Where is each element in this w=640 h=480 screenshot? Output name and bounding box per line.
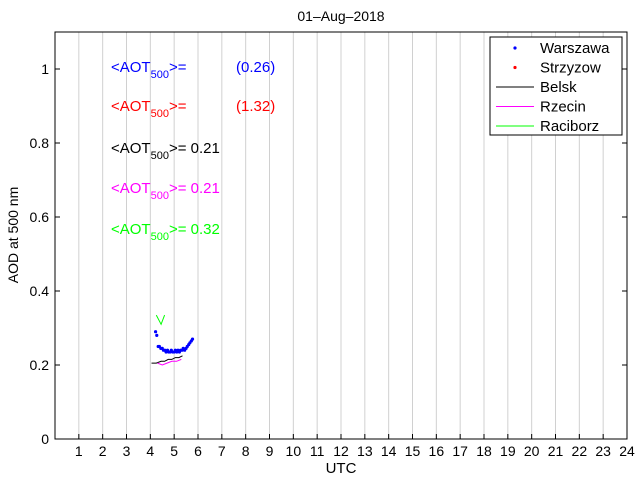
x-axis-ticks: 1 2 3 4 5 6 7 8 9 10 11 12 13 14 15 16 17 18 19 20 21 22 23 24 [75,434,635,459]
line-rzecin [157,358,182,366]
legend-label-raciborz: Raciborz [540,118,599,135]
mean-annotations: <AOT500>= (0.26) <AOT500>= (1.32) <AOT500>= … [111,59,275,243]
legend: Warszawa Strzyzow Belsk Rzecin Raciborz [489,36,623,136]
x-tick-label-4: 4 [146,443,154,459]
point-warszawa-0 [153,330,158,334]
x-tick-label-18: 18 [476,443,492,459]
mean-value-warszawa: (0.26) [236,59,275,76]
mean-annotation-rzecin: <AOT500>= 0.21 [111,180,220,202]
x-tick-label-17: 17 [452,443,468,459]
legend-label-belsk: Belsk [540,79,577,96]
point-warszawa-1 [155,333,159,337]
y-tick-label-0: 0 [41,431,49,447]
x-tick-label-13: 13 [357,443,373,459]
x-tick-label-11: 11 [310,443,325,459]
data-series [151,314,195,366]
x-tick-label-8: 8 [242,443,250,459]
y-tick-label-0.8: 0.8 [30,135,50,151]
x-tick-label-12: 12 [333,443,349,459]
x-tick-label-7: 7 [218,443,226,459]
x-tick-label-3: 3 [123,443,131,459]
mean-annotation-raciborz: <AOT500>= 0.32 [111,221,220,243]
x-tick-label-1: 1 [75,443,83,459]
y-tick-label-1: 1 [41,61,49,77]
x-tick-label-5: 5 [170,443,178,459]
point-warszawa-28 [190,337,195,341]
x-tick-label-22: 22 [572,443,588,459]
x-tick-label-20: 20 [524,443,540,459]
series-belsk [151,355,183,364]
series-warszawa [153,330,195,354]
series-rzecin [157,358,182,366]
chart-title: 01–Aug–2018 [297,8,384,24]
legend-label-warszawa: Warszawa [540,40,610,57]
y-axis-label: AOD at 500 nm [5,187,21,284]
legend-box [489,36,623,136]
mean-value-strzyzow: (1.32) [236,98,275,115]
mean-annotation-warszawa: <AOT500>= [111,59,187,81]
x-tick-label-24: 24 [619,443,635,459]
y-tick-label-0.2: 0.2 [30,357,50,373]
y-tick-label-0.4: 0.4 [30,283,50,299]
legend-marker-warszawa [513,46,517,50]
x-tick-label-6: 6 [194,443,202,459]
x-tick-label-9: 9 [266,443,274,459]
x-axis-label: UTC [326,460,357,477]
x-tick-label-2: 2 [99,443,107,459]
legend-label-rzecin: Rzecin [540,99,586,116]
x-tick-label-14: 14 [381,443,397,459]
x-tick-label-15: 15 [405,443,421,459]
mean-annotation-strzyzow: <AOT500>= [111,98,187,120]
y-tick-label-0.6: 0.6 [30,209,50,225]
x-tick-label-21: 21 [548,443,564,459]
legend-label-strzyzow: Strzyzow [540,60,601,77]
line-raciborz [155,314,166,326]
grid-lines [78,32,604,439]
legend-marker-strzyzow [513,65,517,70]
x-tick-label-19: 19 [500,443,516,459]
x-tick-label-16: 16 [429,443,445,459]
mean-annotation-belsk: <AOT500>= 0.21 [111,140,220,162]
x-tick-label-23: 23 [595,443,611,459]
line-belsk [151,355,183,364]
x-tick-label-10: 10 [286,443,302,459]
series-raciborz [155,314,166,326]
y-axis-ticks: 0 0.2 0.4 0.6 0.8 1 [30,61,627,447]
